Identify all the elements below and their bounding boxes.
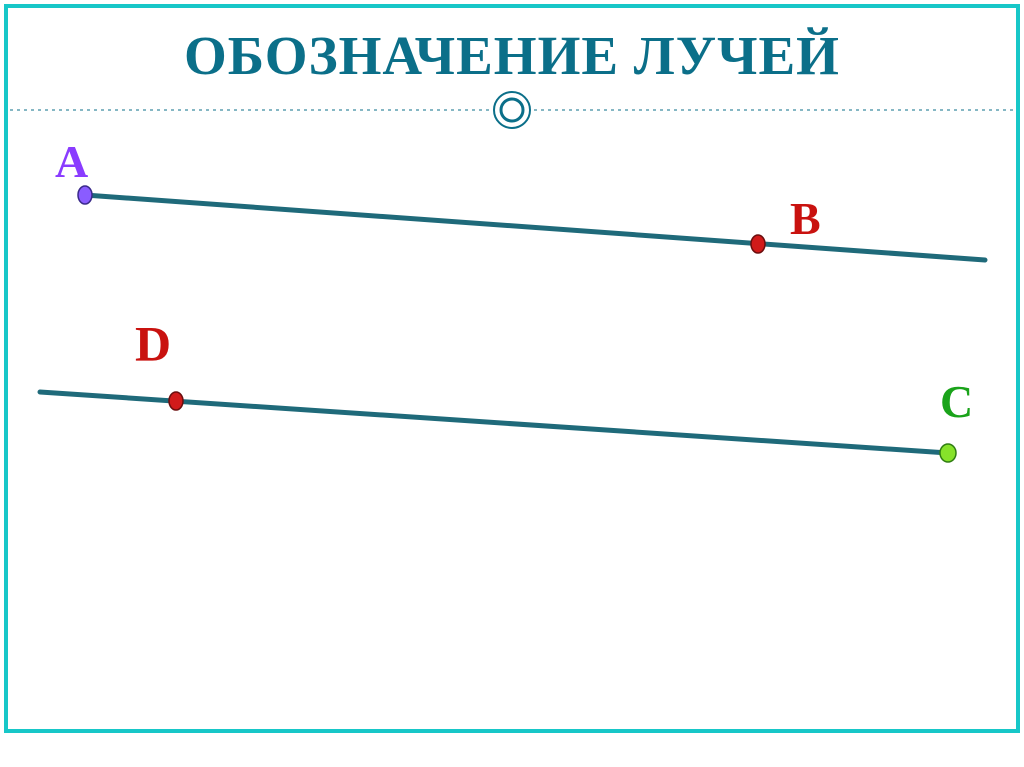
point-A [78, 186, 92, 204]
ray-AB [85, 195, 985, 260]
label-B: B [790, 193, 821, 244]
title-ornament-outer [494, 92, 530, 128]
geometry-diagram: A B D C [0, 0, 1024, 767]
title-ornament-inner [501, 99, 523, 121]
label-A: A [55, 136, 88, 187]
point-C [940, 444, 956, 462]
label-C: C [940, 376, 973, 427]
slide-canvas: ОБОЗНАЧЕНИЕ ЛУЧЕЙ ABDC [0, 0, 1024, 767]
point-B [751, 235, 765, 253]
label-D: D [135, 316, 171, 372]
point-D [169, 392, 183, 410]
